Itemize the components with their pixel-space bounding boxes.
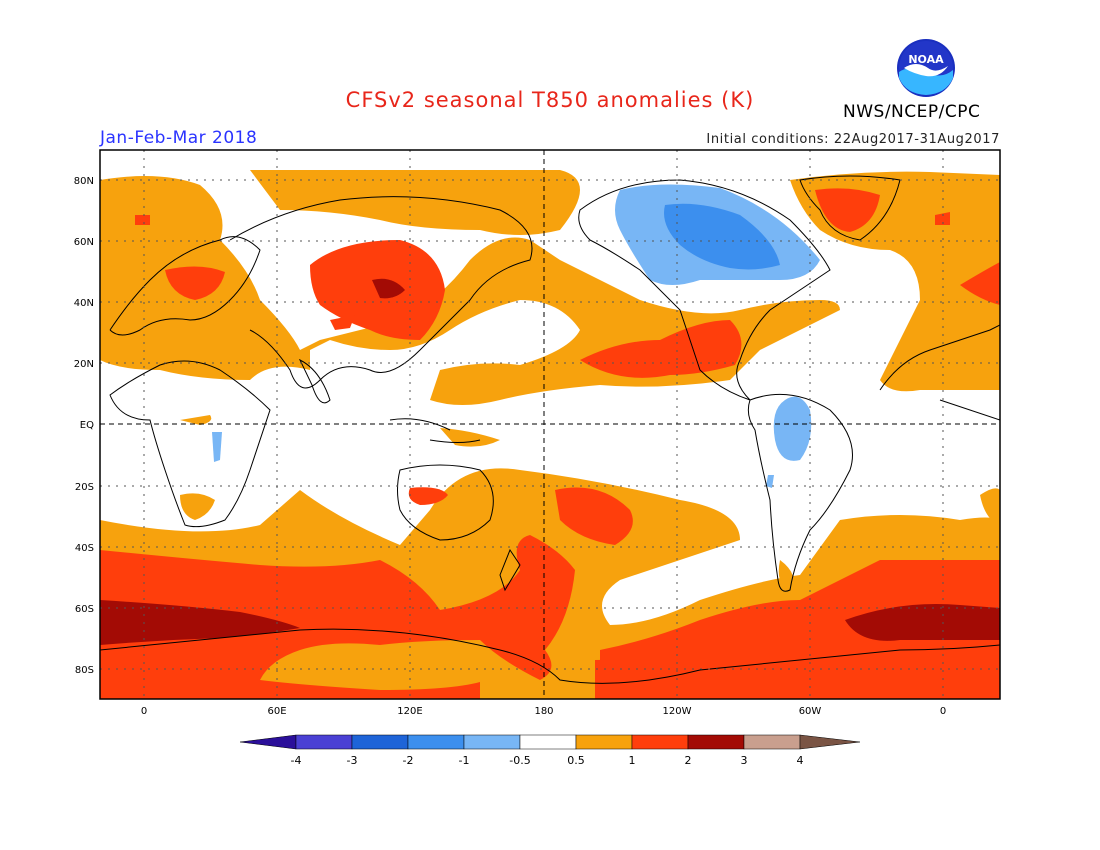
lat-label: 80N — [74, 176, 94, 187]
colorbar-swatch — [631, 734, 689, 750]
lon-label: 0 — [141, 706, 147, 717]
colorbar-swatch — [351, 734, 409, 750]
colorbar-swatch — [295, 734, 353, 750]
colorbar-label: -1 — [459, 754, 470, 767]
graticule — [100, 150, 1000, 699]
colorbar-label: 1 — [629, 754, 636, 767]
colorbar-label: 0.5 — [567, 754, 585, 767]
colorbar-label: -2 — [403, 754, 414, 767]
moderate-warm-anomaly — [100, 188, 1000, 699]
strong-warm-anomaly — [100, 278, 1000, 645]
lat-label: 20N — [74, 359, 94, 370]
colorbar-swatch — [463, 734, 521, 750]
equator-dateline — [100, 150, 1000, 699]
season-label: Jan-Feb-Mar 2018 — [100, 128, 258, 148]
colorbar-label: 4 — [797, 754, 804, 767]
map-title: CFSv2 seasonal T850 anomalies (K) — [345, 88, 755, 112]
lat-label: 40N — [74, 298, 94, 309]
lon-label: 0 — [940, 706, 946, 717]
colorbar-swatch — [575, 734, 633, 750]
lat-label: 20S — [75, 482, 94, 493]
lon-label: 120W — [663, 706, 692, 717]
coastlines — [100, 175, 1000, 684]
lon-label: 60E — [267, 706, 286, 717]
colorbar-label: 2 — [685, 754, 692, 767]
logo-text: NOAA — [908, 53, 944, 66]
lon-axis: 0 60E 120E 180 120W 60W 0 — [141, 706, 946, 717]
colorbar-swatch — [743, 734, 801, 750]
lat-label: 80S — [75, 665, 94, 676]
lat-label: 60N — [74, 237, 94, 248]
lat-axis: 80N 60N 40N 20N EQ 20S 40S 60S 80S — [74, 176, 94, 676]
map-frame — [99, 149, 1001, 700]
colorbar-swatch — [239, 734, 297, 750]
lon-label: 180 — [534, 706, 553, 717]
agency-label: NWS/NCEP/CPC — [843, 102, 981, 122]
noaa-logo: NOAA — [897, 39, 955, 97]
colorbar-label: -3 — [347, 754, 358, 767]
colorbar-swatch — [519, 734, 577, 750]
colorbar-swatch — [407, 734, 465, 750]
lon-label: 120E — [397, 706, 422, 717]
colorbar-label: 3 — [741, 754, 748, 767]
lat-label: EQ — [80, 420, 94, 431]
lon-label: 60W — [799, 706, 822, 717]
lat-label: 40S — [75, 543, 94, 554]
colorbar: -4 -3 -2 -1 -0.5 0.5 1 2 3 4 — [239, 734, 861, 767]
colorbar-swatch — [687, 734, 745, 750]
moderate-cool-anomaly — [664, 203, 780, 270]
colorbar-label: -0.5 — [509, 754, 530, 767]
colorbar-label: -4 — [291, 754, 302, 767]
lat-label: 60S — [75, 604, 94, 615]
colorbar-swatch — [799, 734, 861, 750]
initial-conditions-label: Initial conditions: 22Aug2017-31Aug2017 — [706, 132, 1000, 147]
